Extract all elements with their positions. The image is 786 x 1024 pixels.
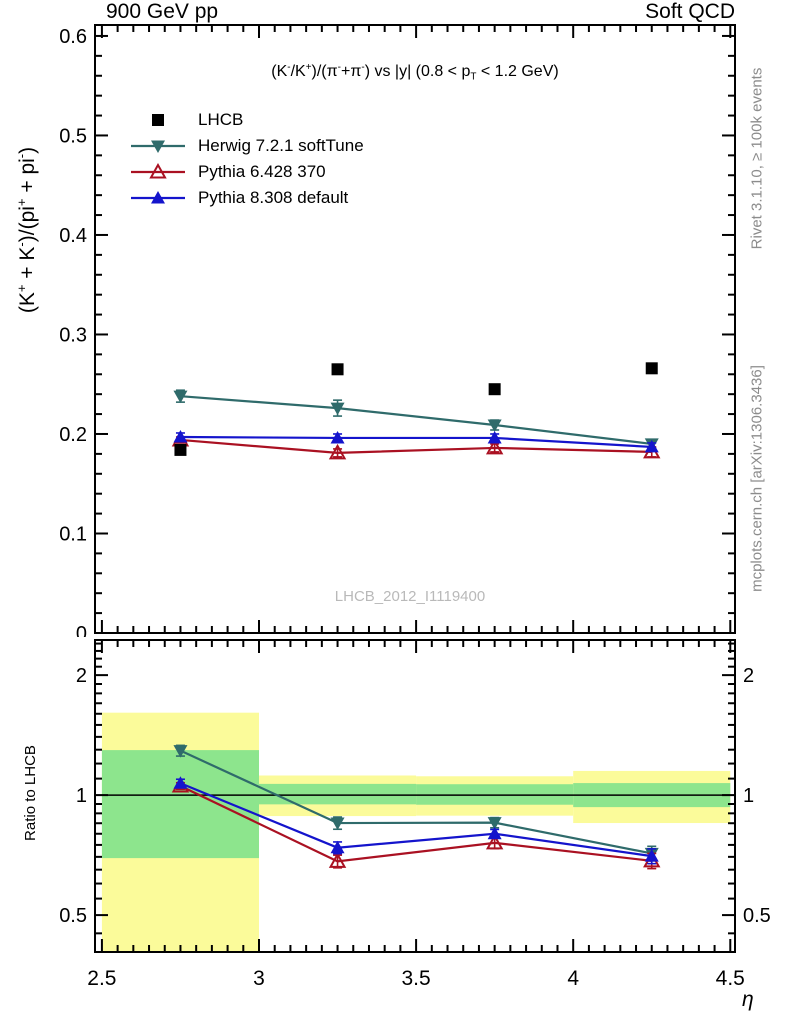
x-tick-label: 3 bbox=[253, 967, 265, 990]
lhcb-square-marker bbox=[645, 362, 658, 375]
ratio-axis-label: Ratio to LHCB bbox=[22, 745, 39, 841]
pythia6-open-triangle-marker bbox=[328, 443, 347, 460]
legend-item-lhcb: LHCB bbox=[130, 107, 364, 133]
pythia6-open-triangle-marker bbox=[149, 162, 167, 179]
legend-item-herwig: Herwig 7.2.1 softTune bbox=[130, 133, 364, 159]
herwig-triangle-down-marker bbox=[330, 402, 345, 416]
legend-marker-lhcb bbox=[152, 114, 164, 126]
main-y-tick-label: 0.5 bbox=[59, 125, 87, 147]
x-tick-label: 3.5 bbox=[401, 967, 430, 990]
herwig-triangle-down-marker bbox=[173, 745, 188, 758]
pythia6-open-triangle-marker bbox=[485, 833, 504, 850]
ratio-y-tick-label-left: 2 bbox=[76, 665, 87, 687]
pythia8-triangle-up-marker bbox=[487, 826, 502, 840]
legend: LHCB Herwig 7.2.1 softTune Pythia 6.428 37… bbox=[130, 107, 364, 211]
x-tick-label: 4 bbox=[567, 967, 579, 990]
process-group-label: Soft QCD bbox=[645, 0, 735, 23]
ratio-y-tick-label-left: 1 bbox=[76, 785, 87, 807]
herwig-triangle-down-marker bbox=[487, 817, 502, 830]
main-y-tick-label: 0 bbox=[76, 623, 87, 645]
main-y-tick-label: 0.2 bbox=[59, 424, 87, 446]
main-y-tick-label: 0.4 bbox=[59, 225, 87, 247]
pythia8-triangle-up-marker bbox=[644, 849, 659, 862]
uncertainty-band-green bbox=[259, 783, 417, 805]
pythia8-triangle-up-marker bbox=[487, 430, 502, 444]
pythia8-triangle-up-marker bbox=[173, 776, 188, 789]
legend-label-pythia6: Pythia 6.428 370 bbox=[198, 162, 326, 181]
main-y-tick-label: 0.1 bbox=[59, 523, 87, 545]
ratio-y-tick-label-right: 1 bbox=[743, 785, 754, 807]
ratio-y-tick-label-right: 0.5 bbox=[743, 905, 771, 927]
beam-energy-label: 900 GeV pp bbox=[106, 0, 219, 23]
legend-marker-pythia8 bbox=[131, 191, 185, 204]
pythia8-triangle-up-marker bbox=[151, 191, 165, 204]
herwig-triangle-down-marker bbox=[151, 140, 165, 153]
pythia6-open-triangle-marker bbox=[485, 438, 504, 455]
legend-label-herwig: Herwig 7.2.1 softTune bbox=[198, 136, 364, 155]
legend-item-pythia8: Pythia 8.308 default bbox=[130, 185, 364, 211]
legend-label-lhcb: LHCB bbox=[198, 110, 244, 129]
x-axis-label: η bbox=[742, 988, 754, 1011]
x-tick-label: 4.5 bbox=[716, 967, 745, 990]
main-y-tick-label: 0.6 bbox=[59, 26, 87, 48]
rivet-version-note: Rivet 3.1.10, ≥ 100k events bbox=[748, 67, 766, 250]
pythia8-triangle-up-marker bbox=[644, 439, 659, 453]
legend-label-pythia8: Pythia 8.308 default bbox=[198, 188, 349, 207]
pythia6-line bbox=[179, 785, 652, 863]
x-tick-label: 2.5 bbox=[87, 967, 116, 990]
lhcb-square-marker bbox=[174, 443, 187, 456]
ratio-y-tick-label-right: 2 bbox=[743, 665, 754, 687]
pythia8-line bbox=[180, 435, 652, 449]
legend-item-pythia6: Pythia 6.428 370 bbox=[130, 159, 364, 185]
mcplots-reference-note: mcplots.cern.ch [arXiv:1306.3436] bbox=[748, 365, 766, 592]
plot-title: (K-/K+)/(π-+π-) vs |y| (0.8 < pT < 1.2 G… bbox=[271, 62, 559, 83]
lhcb-square-marker bbox=[331, 363, 344, 376]
herwig-triangle-down-marker bbox=[173, 390, 188, 404]
herwig-triangle-down-marker bbox=[487, 419, 502, 433]
legend-marker-pythia6 bbox=[131, 162, 185, 179]
main-y-tick-label: 0.3 bbox=[59, 324, 87, 346]
pythia8-triangle-up-marker bbox=[330, 840, 345, 854]
lhcb-square-marker bbox=[152, 114, 164, 126]
legend-marker-herwig bbox=[131, 140, 185, 153]
ratio-y-tick-label-left: 0.5 bbox=[59, 905, 87, 927]
pythia6-line bbox=[180, 438, 652, 454]
y-axis-label: (K+ + K-)/(pi+ + pi-) bbox=[14, 146, 39, 314]
lhcb-square-marker bbox=[488, 383, 501, 396]
herwig-triangle-down-marker bbox=[330, 817, 345, 831]
pythia8-line bbox=[180, 782, 652, 858]
uncertainty-band-green bbox=[101, 750, 260, 859]
herwig-line bbox=[179, 749, 652, 855]
pythia8-triangle-up-marker bbox=[330, 430, 345, 444]
herwig-line bbox=[180, 395, 652, 446]
pythia6-open-triangle-marker bbox=[328, 852, 347, 868]
pythia8-triangle-up-marker bbox=[173, 429, 188, 443]
analysis-id-watermark: LHCB_2012_I1119400 bbox=[334, 588, 486, 605]
